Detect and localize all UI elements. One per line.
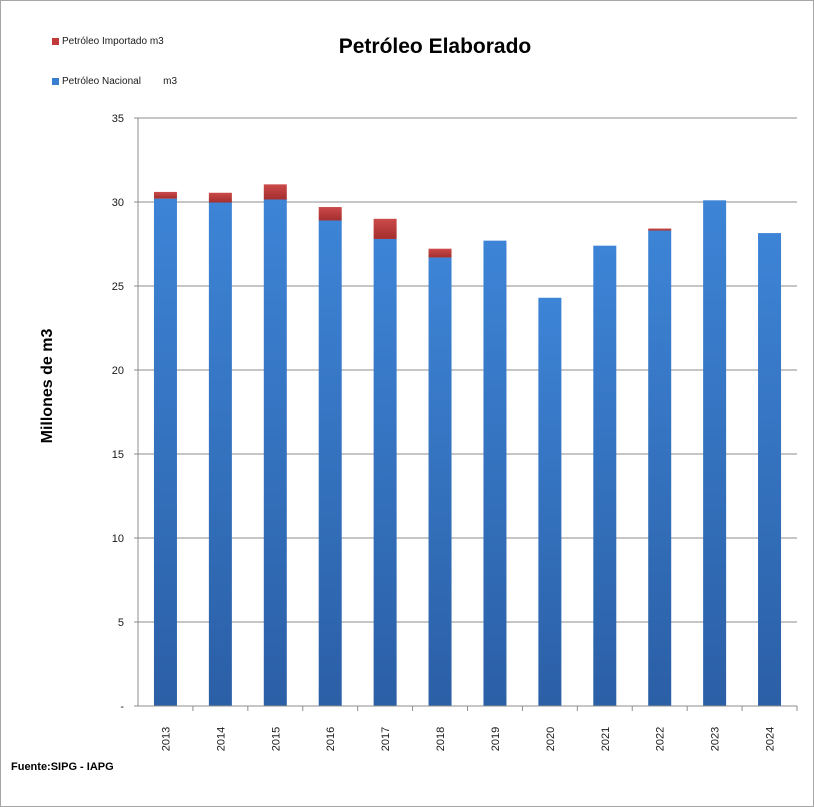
bar-nacional <box>758 233 782 706</box>
y-tick-label: 15 <box>112 449 124 461</box>
x-tick-label: 2024 <box>765 727 777 751</box>
legend-swatch-importado <box>52 38 59 45</box>
bar-nacional <box>318 220 342 707</box>
x-tick-label: 2021 <box>600 727 612 751</box>
bar-importado <box>648 228 672 231</box>
x-tick-label: 2020 <box>545 727 557 751</box>
bar-nacional <box>703 200 727 706</box>
bar-nacional <box>483 240 507 706</box>
y-tick-label: 10 <box>112 533 124 545</box>
x-tick-label: 2015 <box>270 727 282 751</box>
bar-importado <box>208 192 232 203</box>
legend-item-nacional: Petróleo Nacional m3 <box>52 76 177 87</box>
bars <box>153 184 782 707</box>
x-tick-label: 2014 <box>215 727 227 751</box>
bar-nacional <box>263 199 287 707</box>
x-tick-label: 2018 <box>435 727 447 751</box>
bar-importado <box>153 191 177 199</box>
bar-importado <box>373 218 397 239</box>
chart-title: Petróleo Elaborado <box>338 35 532 58</box>
legend-item-importado: Petróleo Importado m3 <box>52 36 164 47</box>
bar-importado <box>263 184 287 200</box>
y-axis-label: Millones de m3 <box>39 328 56 444</box>
y-tick-label: 25 <box>112 281 124 293</box>
bar-nacional <box>153 198 177 706</box>
bar-nacional <box>428 257 452 706</box>
legend-label-importado: Petróleo Importado m3 <box>62 36 164 47</box>
x-tick-label: 2023 <box>710 727 722 751</box>
grid <box>138 117 797 623</box>
bar-importado <box>428 248 452 258</box>
bar-nacional <box>648 230 672 706</box>
bar-nacional <box>593 245 617 706</box>
legend-swatch-nacional <box>52 78 59 85</box>
bar-importado <box>318 207 342 221</box>
legend-label-nacional: Petróleo Nacional m3 <box>62 76 178 87</box>
y-tick-label: 30 <box>112 197 124 209</box>
bar-nacional <box>208 202 232 706</box>
axes: - 5 10 15 20 25 30 35 2013 2014 2015 2016 2017 2018 20… <box>112 113 798 751</box>
x-tick-label: 2017 <box>380 727 392 751</box>
y-tick-label: - <box>120 701 124 713</box>
source-note: Fuente:SIPG - IAPG <box>11 761 114 773</box>
bar-nacional <box>373 238 397 706</box>
y-tick-label: 20 <box>112 365 124 377</box>
x-tick-label: 2019 <box>490 727 502 751</box>
y-tick-label: 35 <box>112 113 124 125</box>
x-tick-label: 2013 <box>160 727 172 751</box>
x-tick-label: 2016 <box>325 727 337 751</box>
x-tick-label: 2022 <box>655 727 667 751</box>
bar-nacional <box>538 297 562 706</box>
y-tick-label: 5 <box>118 617 124 629</box>
